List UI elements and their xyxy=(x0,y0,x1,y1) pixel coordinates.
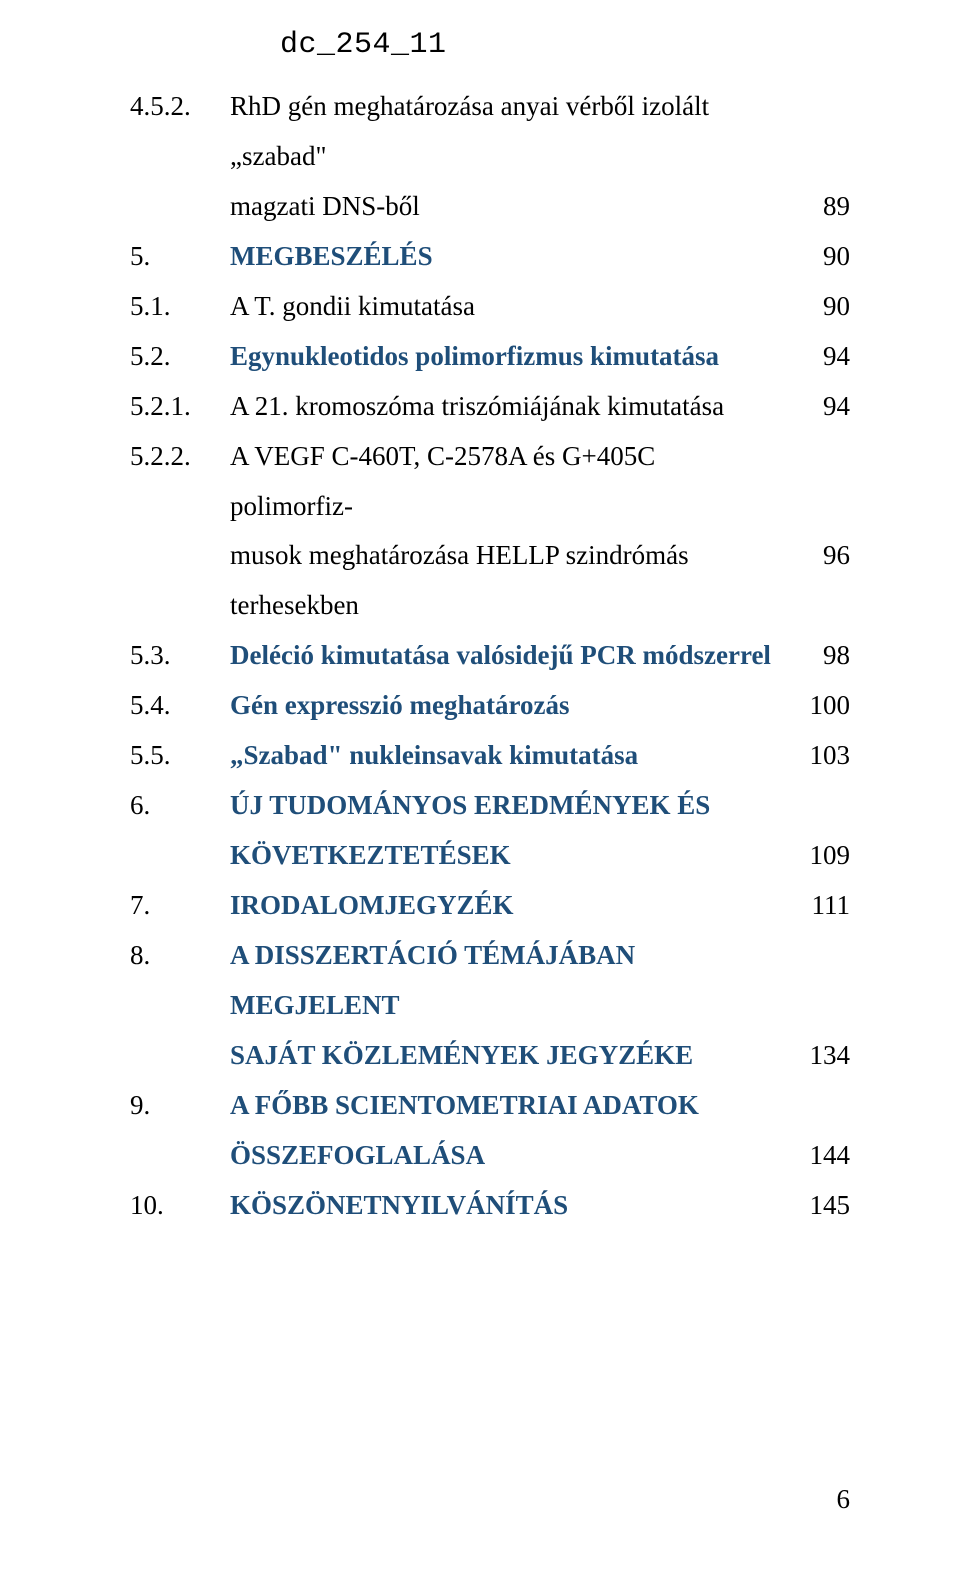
toc-number: 6. xyxy=(130,781,230,831)
toc-row: 6.ÚJ TUDOMÁNYOS EREDMÉNYEK ÉS xyxy=(130,781,850,831)
toc-title: A DISSZERTÁCIÓ TÉMÁJÁBAN MEGJELENT xyxy=(230,931,795,1031)
toc-page: 109 xyxy=(795,831,850,881)
toc-title-continuation: KÖVETKEZTETÉSEK xyxy=(230,831,795,881)
toc-row: 7.IRODALOMJEGYZÉK111 xyxy=(130,881,850,931)
toc-page: 134 xyxy=(795,1031,850,1081)
toc-row-continuation: ÖSSZEFOGLALÁSA144 xyxy=(130,1131,850,1181)
toc: 4.5.2.RhD gén meghatározása anyai vérből… xyxy=(130,82,850,1231)
toc-number: 5.2. xyxy=(130,332,230,382)
toc-row-continuation: magzati DNS-ből89 xyxy=(130,182,850,232)
toc-page: 90 xyxy=(795,282,850,332)
toc-number: 7. xyxy=(130,881,230,931)
toc-title-continuation: ÖSSZEFOGLALÁSA xyxy=(230,1131,795,1181)
document-id: dc_254_11 xyxy=(280,28,850,62)
toc-title: KÖSZÖNETNYILVÁNÍTÁS xyxy=(230,1181,795,1231)
toc-title: A 21. kromoszóma triszómiájának kimutatá… xyxy=(230,382,795,432)
toc-row: 10.KÖSZÖNETNYILVÁNÍTÁS145 xyxy=(130,1181,850,1231)
toc-title: Egynukleotidos polimorfizmus kimutatása xyxy=(230,332,795,382)
page: dc_254_11 4.5.2.RhD gén meghatározása an… xyxy=(0,0,960,1575)
toc-row: 9.A FŐBB SCIENTOMETRIAI ADATOK xyxy=(130,1081,850,1131)
toc-page: 103 xyxy=(795,731,850,781)
toc-title: A FŐBB SCIENTOMETRIAI ADATOK xyxy=(230,1081,795,1131)
toc-page: 145 xyxy=(795,1181,850,1231)
toc-row: 5.4.Gén expresszió meghatározás100 xyxy=(130,681,850,731)
toc-page: 98 xyxy=(795,631,850,681)
toc-title: A T. gondii kimutatása xyxy=(230,282,795,332)
toc-number: 4.5.2. xyxy=(130,82,230,132)
toc-row: 5.3.Deléció kimutatása valósidejű PCR mó… xyxy=(130,631,850,681)
toc-row: 5.2.2.A VEGF C-460T, C-2578A és G+405C p… xyxy=(130,432,850,532)
toc-number: 8. xyxy=(130,931,230,981)
toc-number: 5.4. xyxy=(130,681,230,731)
toc-title-continuation: musok meghatározása HELLP szindrómás ter… xyxy=(230,531,795,631)
toc-title-continuation: magzati DNS-ből xyxy=(230,182,795,232)
toc-title: RhD gén meghatározása anyai vérből izolá… xyxy=(230,82,795,182)
toc-number: 5.2.2. xyxy=(130,432,230,482)
toc-row: 5.5.„Szabad" nukleinsavak kimutatása103 xyxy=(130,731,850,781)
toc-page: 111 xyxy=(795,881,850,931)
toc-title-continuation: SAJÁT KÖZLEMÉNYEK JEGYZÉKE xyxy=(230,1031,795,1081)
toc-number: 9. xyxy=(130,1081,230,1131)
toc-row-continuation: KÖVETKEZTETÉSEK109 xyxy=(130,831,850,881)
toc-page: 144 xyxy=(795,1131,850,1181)
toc-page: 94 xyxy=(795,332,850,382)
toc-page: 96 xyxy=(795,531,850,631)
toc-number: 5. xyxy=(130,232,230,282)
toc-row: 5.2.Egynukleotidos polimorfizmus kimutat… xyxy=(130,332,850,382)
toc-title: Deléció kimutatása valósidejű PCR módsze… xyxy=(230,631,795,681)
toc-title: Gén expresszió meghatározás xyxy=(230,681,795,731)
toc-page: 100 xyxy=(795,681,850,731)
toc-row: 5.1.A T. gondii kimutatása90 xyxy=(130,282,850,332)
toc-title: ÚJ TUDOMÁNYOS EREDMÉNYEK ÉS xyxy=(230,781,795,831)
toc-page: 90 xyxy=(795,232,850,282)
toc-row: 8.A DISSZERTÁCIÓ TÉMÁJÁBAN MEGJELENT xyxy=(130,931,850,1031)
toc-row: 5.MEGBESZÉLÉS90 xyxy=(130,232,850,282)
page-number: 6 xyxy=(837,1484,851,1515)
toc-number: 5.3. xyxy=(130,631,230,681)
toc-row-continuation: musok meghatározása HELLP szindrómás ter… xyxy=(130,531,850,631)
toc-row-continuation: SAJÁT KÖZLEMÉNYEK JEGYZÉKE134 xyxy=(130,1031,850,1081)
toc-number: 5.5. xyxy=(130,731,230,781)
toc-number: 5.1. xyxy=(130,282,230,332)
toc-title: IRODALOMJEGYZÉK xyxy=(230,881,795,931)
toc-number: 5.2.1. xyxy=(130,382,230,432)
toc-row: 5.2.1.A 21. kromoszóma triszómiájának ki… xyxy=(130,382,850,432)
toc-title: MEGBESZÉLÉS xyxy=(230,232,795,282)
toc-page: 89 xyxy=(795,182,850,232)
toc-title: „Szabad" nukleinsavak kimutatása xyxy=(230,731,795,781)
toc-number: 10. xyxy=(130,1181,230,1231)
toc-page: 94 xyxy=(795,382,850,432)
toc-title: A VEGF C-460T, C-2578A és G+405C polimor… xyxy=(230,432,795,532)
toc-row: 4.5.2.RhD gén meghatározása anyai vérből… xyxy=(130,82,850,182)
